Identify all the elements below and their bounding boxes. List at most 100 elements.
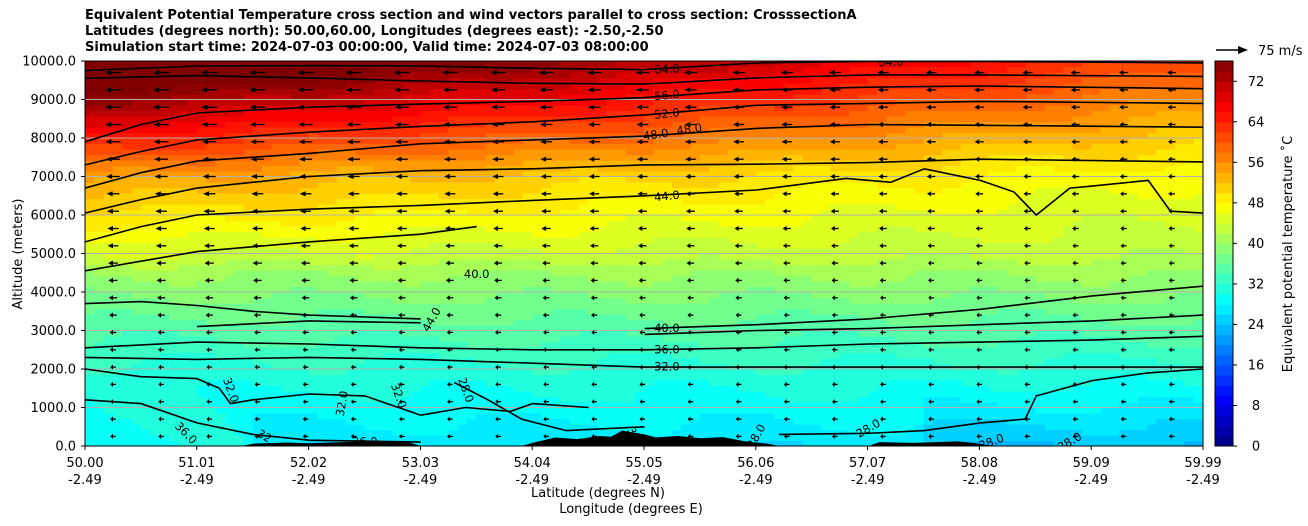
- field-cell: [280, 358, 291, 365]
- field-cell: [858, 369, 869, 376]
- field-cell: [793, 303, 803, 310]
- field-cell: [774, 314, 785, 321]
- field-cell: [1053, 231, 1064, 238]
- field-cell: [886, 281, 897, 288]
- field-cell: [392, 297, 403, 304]
- field-cell: [429, 286, 440, 293]
- field-cell: [765, 226, 776, 233]
- field-cell: [271, 281, 282, 288]
- field-cell: [606, 237, 617, 244]
- field-cell: [485, 435, 496, 442]
- field-cell: [1035, 341, 1046, 348]
- field-cell: [895, 358, 906, 365]
- field-cell: [355, 380, 366, 387]
- field-cell: [653, 374, 664, 381]
- field-cell: [308, 407, 319, 414]
- field-cell: [485, 292, 496, 299]
- field-cell: [112, 297, 123, 304]
- field-cell: [327, 319, 338, 326]
- field-cell: [392, 237, 403, 244]
- field-cell: [411, 242, 421, 249]
- field-cell: [420, 270, 431, 277]
- field-cell: [243, 435, 254, 442]
- field-cell: [234, 369, 244, 376]
- field-cell: [494, 380, 505, 387]
- field-cell: [280, 413, 291, 420]
- field-cell: [532, 352, 543, 359]
- field-cell: [858, 391, 869, 398]
- field-cell: [793, 270, 803, 277]
- field-cell: [476, 325, 487, 332]
- field-cell: [215, 369, 226, 376]
- field-cell: [662, 424, 673, 431]
- field-cell: [159, 429, 170, 436]
- field-cell: [578, 226, 589, 233]
- field-cell: [1137, 325, 1148, 332]
- field-cell: [457, 220, 468, 227]
- field-cell: [243, 347, 254, 354]
- field-cell: [1175, 303, 1185, 310]
- field-cell: [811, 264, 822, 271]
- field-cell: [625, 242, 636, 249]
- field-cell: [504, 308, 515, 315]
- field-cell: [1147, 330, 1158, 337]
- field-cell: [392, 264, 403, 271]
- field-cell: [1053, 374, 1064, 381]
- field-cell: [336, 435, 347, 442]
- field-cell: [94, 237, 105, 244]
- field-cell: [1119, 413, 1130, 420]
- field-cell: [569, 264, 580, 271]
- field-cell: [783, 286, 794, 293]
- field-cell: [932, 231, 943, 238]
- field-cell: [504, 237, 515, 244]
- field-cell: [336, 424, 347, 431]
- field-cell: [364, 402, 375, 409]
- field-cell: [998, 253, 1008, 260]
- field-cell: [401, 435, 412, 442]
- field-cell: [466, 226, 477, 233]
- field-cell: [839, 424, 850, 431]
- field-cell: [1035, 292, 1046, 299]
- field-cell: [895, 281, 906, 288]
- field-cell: [644, 264, 654, 271]
- field-cell: [392, 220, 403, 227]
- field-cell: [625, 220, 636, 227]
- field-cell: [112, 308, 123, 315]
- field-cell: [1165, 292, 1176, 299]
- field-cell: [709, 242, 720, 249]
- field-cell: [150, 281, 161, 288]
- field-cell: [848, 314, 859, 321]
- field-cell: [513, 440, 524, 446]
- field-cell: [942, 220, 953, 227]
- field-cell: [401, 358, 412, 365]
- field-cell: [1091, 242, 1102, 249]
- field-cell: [131, 297, 142, 304]
- field-cell: [327, 380, 338, 387]
- field-cell: [699, 215, 710, 222]
- field-cell: [858, 231, 869, 238]
- field-cell: [588, 215, 599, 222]
- field-cell: [578, 380, 589, 387]
- field-cell: [299, 385, 310, 392]
- field-cell: [699, 352, 710, 359]
- field-cell: [606, 314, 617, 321]
- field-cell: [550, 352, 561, 359]
- field-cell: [140, 248, 151, 255]
- field-cell: [569, 374, 580, 381]
- field-cell: [522, 369, 533, 376]
- field-cell: [727, 226, 738, 233]
- field-cell: [923, 248, 934, 255]
- field-cell: [755, 325, 766, 332]
- field-cell: [904, 424, 915, 431]
- field-cell: [848, 369, 859, 376]
- field-cell: [476, 281, 487, 288]
- field-cell: [317, 253, 328, 260]
- field-cell: [1137, 308, 1148, 315]
- field-cell: [327, 358, 338, 365]
- field-cell: [364, 297, 375, 304]
- field-cell: [988, 440, 999, 446]
- field-cell: [1007, 314, 1018, 321]
- field-cell: [653, 237, 664, 244]
- field-cell: [867, 231, 878, 238]
- field-cell: [988, 341, 999, 348]
